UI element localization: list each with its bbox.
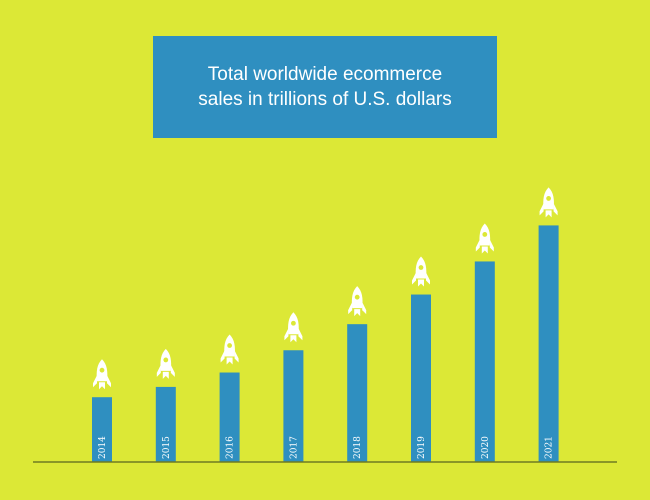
x-tick-label: 2021 bbox=[545, 436, 555, 459]
rocket-icon bbox=[156, 348, 175, 379]
chart-title-line-2: sales in trillions of U.S. dollars bbox=[198, 89, 452, 110]
x-tick-label: 2019 bbox=[417, 436, 427, 459]
x-tick-label: 2020 bbox=[481, 436, 491, 459]
x-tick-label: 2017 bbox=[289, 436, 299, 459]
chart-title: Total worldwide ecommerce sales in trill… bbox=[153, 36, 497, 138]
x-tick-label: 2018 bbox=[353, 436, 363, 459]
x-tick-label: 2014 bbox=[98, 436, 108, 459]
rocket-icon bbox=[93, 359, 111, 390]
bar-2021 bbox=[538, 225, 559, 462]
rocket-icon bbox=[539, 187, 558, 218]
x-tick-label: 2015 bbox=[162, 436, 172, 459]
bar-2014 bbox=[92, 397, 112, 462]
rocket-icon bbox=[348, 286, 367, 317]
bar-2020 bbox=[474, 261, 495, 462]
bar-2017 bbox=[283, 350, 304, 462]
bar-2019 bbox=[411, 294, 431, 462]
chart-title-line-1: Total worldwide ecommerce bbox=[207, 64, 443, 85]
x-tick-label: 2016 bbox=[226, 436, 236, 459]
bar-2018 bbox=[347, 324, 368, 462]
bar-2016 bbox=[219, 372, 240, 462]
rocket-icon bbox=[220, 334, 239, 365]
rocket-icon bbox=[475, 223, 494, 254]
rocket-icon bbox=[284, 312, 303, 343]
bars-group: 2014 2015 2016 2017 2018 2019 2020 2021 bbox=[92, 187, 559, 462]
rocket-icon bbox=[412, 256, 430, 287]
bar-2015 bbox=[155, 386, 176, 462]
